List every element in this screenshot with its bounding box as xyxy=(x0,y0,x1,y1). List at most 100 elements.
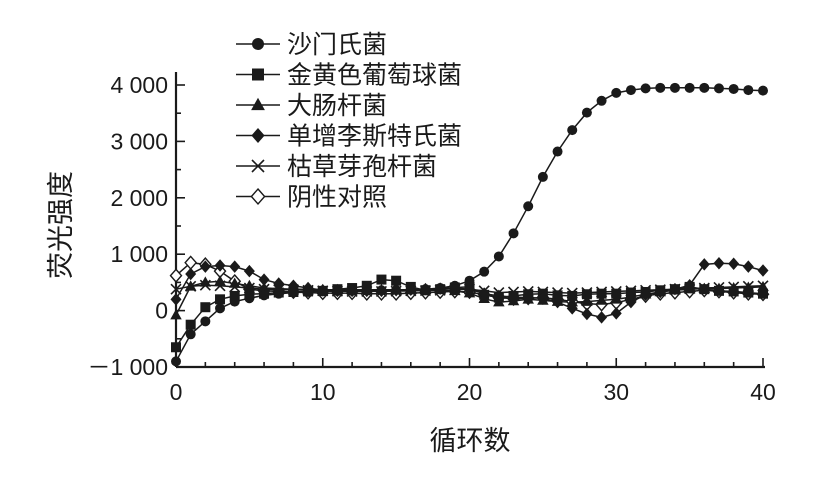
data-point xyxy=(228,277,241,288)
data-point xyxy=(684,82,695,93)
data-point xyxy=(728,83,739,94)
data-point xyxy=(478,287,490,300)
data-point xyxy=(610,307,622,320)
data-point xyxy=(596,95,607,106)
data-point xyxy=(200,316,211,327)
data-point xyxy=(464,275,475,286)
x-tick-label: 40 xyxy=(750,379,776,405)
data-point xyxy=(713,285,724,296)
y-tick-label: 4 000 xyxy=(110,72,168,98)
data-point xyxy=(567,125,578,136)
x-marker-stroke xyxy=(251,159,265,173)
data-point xyxy=(493,289,505,303)
data-point xyxy=(273,288,284,299)
data-point xyxy=(508,290,520,304)
data-point xyxy=(199,276,212,287)
data-point xyxy=(229,296,240,307)
data-point xyxy=(625,295,637,309)
data-point xyxy=(743,85,754,96)
data-point xyxy=(361,285,372,296)
data-point xyxy=(332,286,343,297)
data-point xyxy=(391,275,402,286)
data-point xyxy=(596,288,607,299)
series-group xyxy=(169,82,770,367)
data-point xyxy=(522,291,534,304)
data-point xyxy=(185,329,196,340)
data-point xyxy=(493,251,504,262)
data-point xyxy=(728,257,740,271)
legend-marker xyxy=(252,68,264,81)
data-point xyxy=(669,82,680,93)
data-point xyxy=(758,85,768,96)
y-tick-label: 2 000 xyxy=(110,185,168,211)
legend-label: 沙门氏菌 xyxy=(287,30,387,59)
data-point xyxy=(699,82,710,93)
data-point xyxy=(199,260,211,273)
data-point xyxy=(171,342,181,353)
data-point xyxy=(259,290,270,301)
data-point xyxy=(699,284,710,295)
data-point xyxy=(273,277,285,290)
data-point xyxy=(171,356,181,367)
data-point xyxy=(611,288,622,299)
data-point xyxy=(258,273,270,286)
data-point xyxy=(698,258,710,271)
data-point xyxy=(479,266,490,277)
x-tick-label: 30 xyxy=(603,379,629,405)
data-point xyxy=(449,280,460,291)
x-axis-title: 循环数 xyxy=(430,426,511,457)
data-point xyxy=(640,288,652,302)
legend-marker xyxy=(252,38,264,50)
series-markers xyxy=(171,82,768,367)
axes xyxy=(174,72,765,369)
legend-item: 大肠杆菌 xyxy=(236,91,387,120)
data-point xyxy=(566,296,578,307)
legend-label: 金黄色葡萄球菌 xyxy=(287,61,462,90)
data-point xyxy=(170,293,182,306)
x-tick-label: 0 xyxy=(170,379,183,405)
data-point xyxy=(508,228,519,239)
legend-item: 阴性对照 xyxy=(236,183,387,212)
data-point xyxy=(743,287,754,298)
data-point xyxy=(537,291,549,305)
data-point xyxy=(537,171,548,182)
data-point xyxy=(243,279,256,291)
series-line xyxy=(175,87,764,362)
legend-label: 枯草芽孢杆菌 xyxy=(287,152,437,181)
data-point xyxy=(435,283,446,294)
legend-marker xyxy=(250,187,266,206)
data-point xyxy=(391,285,402,296)
legend-marker xyxy=(251,97,265,111)
data-point xyxy=(654,285,666,299)
data-point xyxy=(229,290,240,301)
legend-label: 大肠杆菌 xyxy=(287,91,387,120)
data-point xyxy=(552,146,563,157)
data-point xyxy=(757,280,769,292)
data-point xyxy=(758,288,768,299)
legend-item: 枯草芽孢杆菌 xyxy=(236,152,437,181)
data-point xyxy=(464,282,475,296)
data-point xyxy=(288,287,299,298)
data-point xyxy=(655,82,666,93)
data-point xyxy=(317,286,328,297)
y-tick-label: 3 000 xyxy=(110,128,168,154)
data-point xyxy=(405,284,416,295)
data-point xyxy=(713,83,724,94)
data-point xyxy=(669,282,681,296)
data-point xyxy=(185,267,197,281)
legend-label: 阴性对照 xyxy=(287,183,387,212)
data-point xyxy=(596,311,608,324)
data-point xyxy=(244,293,255,304)
data-point xyxy=(625,85,636,96)
data-point xyxy=(243,264,255,278)
y-axis-title: 荧光强度 xyxy=(46,171,77,279)
data-point xyxy=(303,286,314,297)
data-point xyxy=(595,294,608,305)
data-point xyxy=(566,302,578,315)
legend-marker xyxy=(251,159,265,173)
data-point xyxy=(229,260,241,273)
legend-label: 单增李斯特氏菌 xyxy=(287,122,462,151)
data-point xyxy=(742,260,754,273)
